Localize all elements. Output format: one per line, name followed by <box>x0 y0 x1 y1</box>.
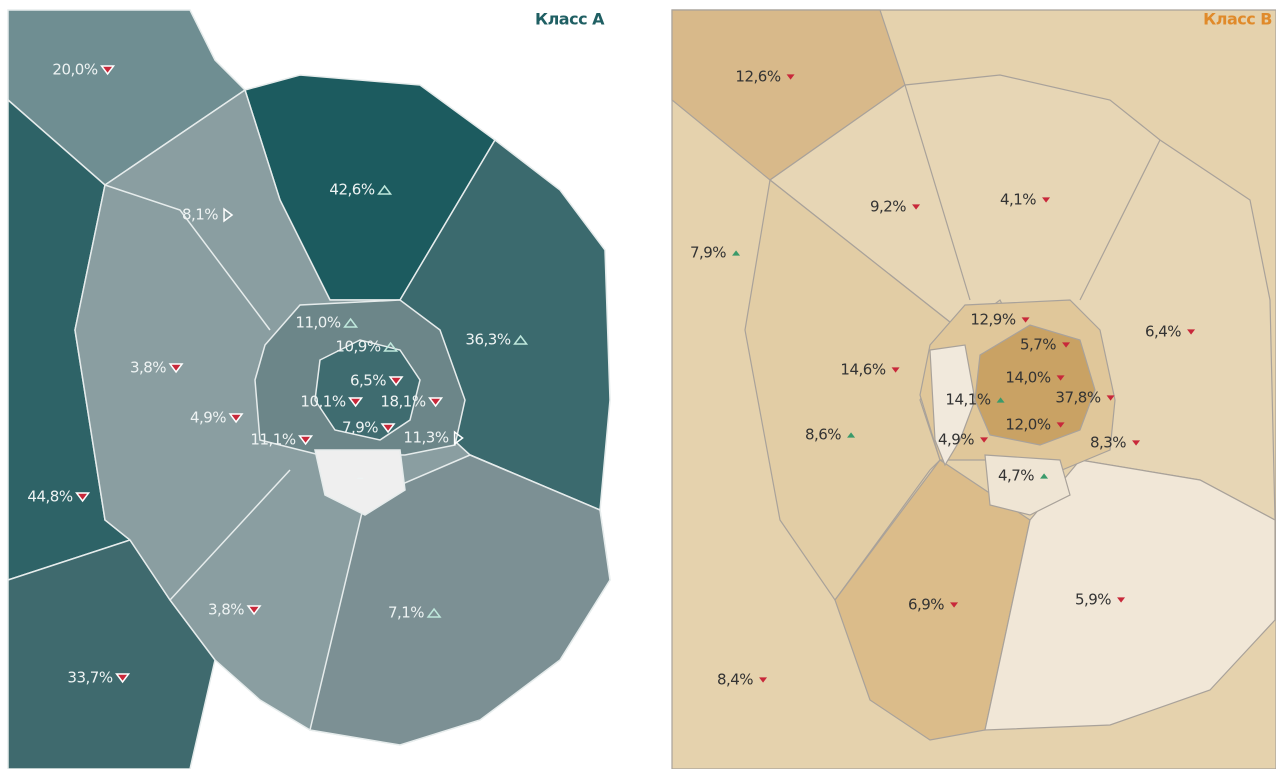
trend-icon <box>980 437 989 443</box>
border <box>169 469 291 601</box>
region-label: 4,9% <box>938 431 974 449</box>
trend-icon <box>453 430 464 446</box>
region-label: 3,8% <box>208 601 244 619</box>
trend-icon <box>847 432 856 438</box>
region <box>768 74 1276 522</box>
region-label: 10,1% <box>300 393 345 411</box>
trend-icon <box>426 607 442 618</box>
region-label: 7,1% <box>388 604 424 622</box>
region-label: 5,7% <box>1020 336 1056 354</box>
map-title: Класс В <box>1203 10 1272 29</box>
trend-icon <box>1132 440 1141 446</box>
map-title: Класс А <box>535 10 605 29</box>
region-label: 20,0% <box>52 61 97 79</box>
region <box>984 454 1071 516</box>
trend-icon <box>1106 395 1115 401</box>
map-b: Класс В 12,6% 9,2% 4,1% 7,9% 12,9% 5,7% 6,4% 14… <box>671 9 1276 769</box>
border <box>904 84 971 301</box>
map-a: Класс А 20,0% 8,1% 42,6% 3,8% 44,8% 33,7% 36,3… <box>7 9 611 769</box>
trend-icon <box>1117 597 1126 603</box>
region-label: 8,1% <box>182 206 218 224</box>
trend-icon <box>1021 317 1030 323</box>
region-label: 14,1% <box>945 391 990 409</box>
region <box>974 324 1096 446</box>
trend-icon <box>428 397 444 408</box>
trend-icon <box>223 207 234 223</box>
border <box>1079 139 1161 301</box>
trend-icon <box>228 413 244 424</box>
trend-icon <box>786 74 795 80</box>
region-label: 4,1% <box>1000 191 1036 209</box>
region-label: 10,9% <box>335 338 380 356</box>
region-label: 14,6% <box>840 361 885 379</box>
region <box>314 449 406 516</box>
border <box>104 184 271 331</box>
trend-icon <box>891 367 900 373</box>
region-label: 11,3% <box>403 429 448 447</box>
trend-icon <box>1062 342 1071 348</box>
region-label: 11,0% <box>295 314 340 332</box>
region-label: 6,4% <box>1145 323 1181 341</box>
region-label: 18,1% <box>380 393 425 411</box>
region-label: 6,9% <box>908 596 944 614</box>
trend-icon <box>732 250 741 256</box>
region-label: 36,3% <box>465 331 510 349</box>
trend-icon <box>388 376 404 387</box>
region-label: 12,0% <box>1005 416 1050 434</box>
region-label: 33,7% <box>67 669 112 687</box>
region-label: 6,5% <box>350 372 386 390</box>
trend-icon <box>1187 329 1196 335</box>
trend-icon <box>1040 473 1049 479</box>
region-label: 8,3% <box>1090 434 1126 452</box>
trend-icon <box>343 317 359 328</box>
region <box>314 339 421 441</box>
region-label: 4,9% <box>190 409 226 427</box>
trend-icon <box>377 184 393 195</box>
trend-icon <box>950 602 959 608</box>
region <box>929 344 976 467</box>
region-label: – <box>357 469 364 487</box>
trend-icon <box>1056 422 1065 428</box>
region-label: 7,9% <box>342 419 378 437</box>
region <box>309 454 611 746</box>
region-label: 14,0% <box>1005 369 1050 387</box>
region-label: 8,4% <box>717 671 753 689</box>
region-label: 7,9% <box>690 244 726 262</box>
region-label: 5,9% <box>1075 591 1111 609</box>
trend-icon <box>100 65 116 76</box>
region-label: 9,2% <box>870 198 906 216</box>
trend-icon <box>348 397 364 408</box>
region-label: 12,9% <box>970 311 1015 329</box>
trend-icon <box>115 673 131 684</box>
trend-icon <box>1056 375 1065 381</box>
trend-icon <box>380 423 396 434</box>
trend-icon <box>996 397 1005 403</box>
trend-icon <box>912 204 921 210</box>
region-label: 11,1% <box>250 431 295 449</box>
region-label: 42,6% <box>329 181 374 199</box>
trend-icon <box>246 605 262 616</box>
region-label: 44,8% <box>27 488 72 506</box>
region-label: 8,6% <box>805 426 841 444</box>
region-label: 37,8% <box>1055 389 1100 407</box>
region-label: 3,8% <box>130 359 166 377</box>
trend-icon <box>759 677 768 683</box>
trend-icon <box>168 363 184 374</box>
trend-icon <box>75 492 91 503</box>
trend-icon <box>383 341 399 352</box>
region-label: 12,6% <box>735 68 780 86</box>
trend-icon <box>1042 197 1051 203</box>
region <box>984 459 1276 731</box>
region-label: 4,7% <box>998 467 1034 485</box>
trend-icon <box>513 334 529 345</box>
trend-icon <box>298 435 314 446</box>
